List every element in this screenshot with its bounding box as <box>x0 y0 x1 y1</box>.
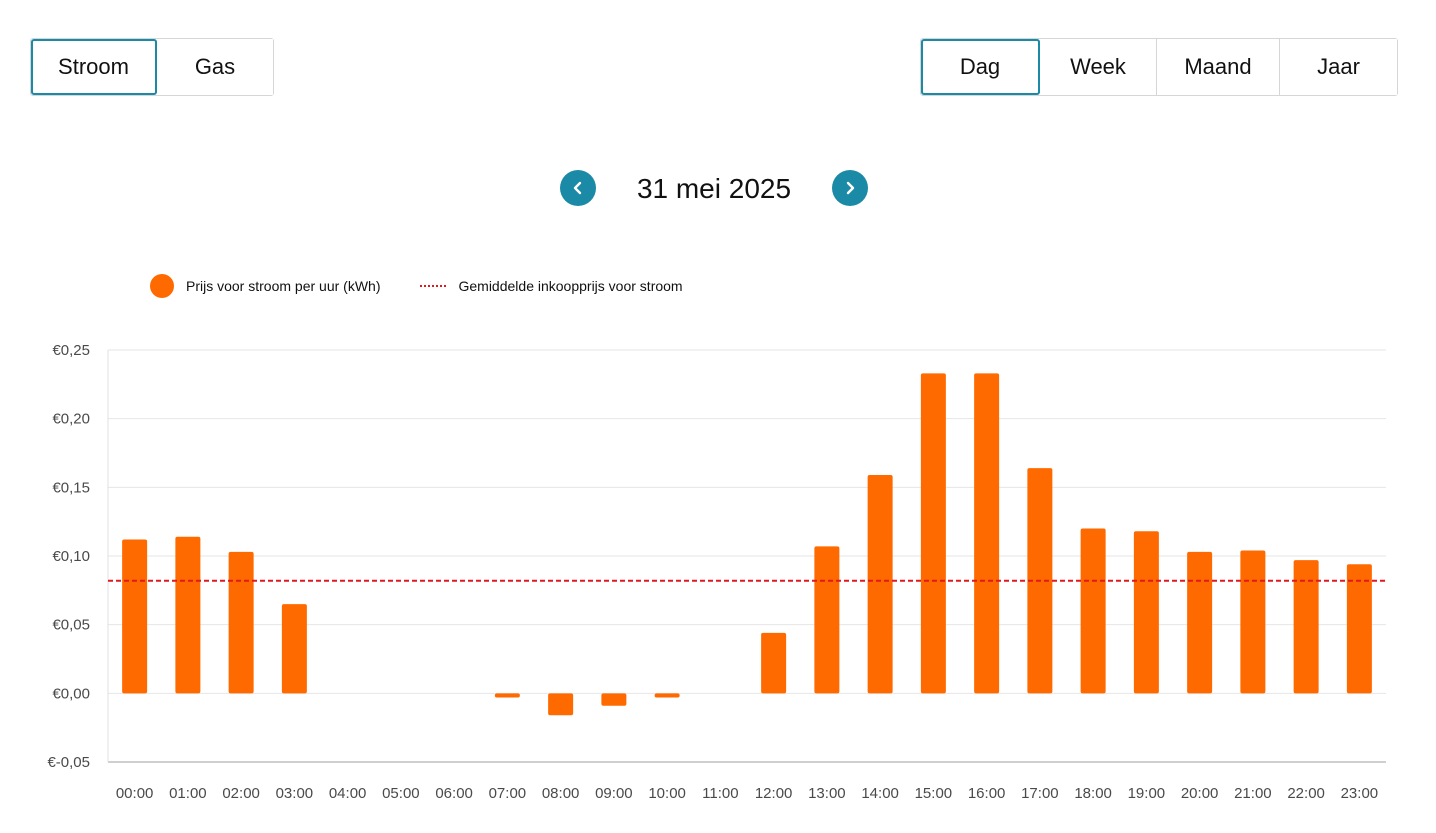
x-tick-label: 10:00 <box>648 785 686 802</box>
x-tick-label: 08:00 <box>542 785 580 802</box>
y-tick-label: €0,25 <box>52 342 90 359</box>
bar-01:00 <box>175 536 201 694</box>
bar-08:00 <box>548 693 574 716</box>
x-tick-label: 06:00 <box>435 785 473 802</box>
y-tick-label: €0,20 <box>52 411 90 428</box>
legend-average-label: Gemiddelde inkoopprijs voor stroom <box>458 278 683 294</box>
bar-15:00 <box>920 373 946 694</box>
bar-07:00 <box>494 693 520 698</box>
previous-day-button[interactable] <box>560 170 596 206</box>
x-tick-label: 04:00 <box>329 785 367 802</box>
price-chart: €0,25 €0,20 €0,15 €0,10 €0,05 €0,00 €-0,05 00:0… <box>47 342 1386 802</box>
tab-dag[interactable]: Dag <box>921 39 1040 95</box>
x-tick-label: 18:00 <box>1074 785 1112 802</box>
x-tick-label: 12:00 <box>755 785 793 802</box>
x-tick-label: 17:00 <box>1021 785 1059 802</box>
x-tick-label: 19:00 <box>1128 785 1166 802</box>
bar-14:00 <box>867 474 893 694</box>
y-tick-label: €-0,05 <box>47 754 90 771</box>
date-label: 31 mei 2025 <box>636 173 792 204</box>
y-tick-label: €0,10 <box>52 548 90 565</box>
bar-13:00 <box>814 546 840 694</box>
x-tick-label: 22:00 <box>1287 785 1325 802</box>
bar-02:00 <box>228 551 254 694</box>
tab-maand[interactable]: Maand <box>1157 39 1280 95</box>
legend-bar-swatch <box>150 274 174 298</box>
x-tick-label: 01:00 <box>169 785 207 802</box>
x-tick-label: 20:00 <box>1181 785 1219 802</box>
x-tick-label: 15:00 <box>915 785 953 802</box>
tab-jaar[interactable]: Jaar <box>1280 39 1397 95</box>
y-tick-label: €0,05 <box>52 617 90 634</box>
bar-20:00 <box>1187 551 1213 694</box>
bar-23:00 <box>1346 564 1372 694</box>
bar-09:00 <box>601 693 627 706</box>
bar-18:00 <box>1080 528 1106 694</box>
x-tick-label: 16:00 <box>968 785 1006 802</box>
period-toggle: Dag Week Maand Jaar <box>920 38 1398 96</box>
tab-gas[interactable]: Gas <box>157 39 273 95</box>
y-tick-label: €0,15 <box>52 479 90 496</box>
bar-19:00 <box>1133 531 1159 694</box>
bar-10:00 <box>654 693 680 698</box>
chevron-left-icon <box>573 181 582 195</box>
bar-12:00 <box>761 632 787 694</box>
bar-21:00 <box>1240 550 1266 694</box>
chevron-right-icon <box>846 181 855 195</box>
y-tick-label: €0,00 <box>52 685 90 702</box>
bar-03:00 <box>281 604 307 694</box>
legend-bar-label: Prijs voor stroom per uur (kWh) <box>186 278 381 294</box>
x-tick-label: 14:00 <box>861 785 899 802</box>
x-tick-label: 07:00 <box>489 785 527 802</box>
tab-week[interactable]: Week <box>1040 39 1157 95</box>
x-tick-label: 23:00 <box>1341 785 1379 802</box>
x-tick-label: 11:00 <box>702 785 738 802</box>
energy-type-toggle: Stroom Gas <box>30 38 274 96</box>
chart-legend: Prijs voor stroom per uur (kWh) Gemiddel… <box>150 274 683 298</box>
bar-22:00 <box>1293 560 1319 694</box>
legend-average-swatch <box>420 285 447 287</box>
x-tick-label: 05:00 <box>382 785 420 802</box>
next-day-button[interactable] <box>832 170 868 206</box>
x-tick-label: 21:00 <box>1234 785 1272 802</box>
x-tick-label: 02:00 <box>222 785 260 802</box>
x-tick-label: 09:00 <box>595 785 633 802</box>
tab-stroom[interactable]: Stroom <box>31 39 157 95</box>
bar-00:00 <box>122 539 148 694</box>
bar-16:00 <box>974 373 1000 694</box>
x-tick-label: 00:00 <box>116 785 154 802</box>
x-tick-label: 03:00 <box>276 785 314 802</box>
x-tick-label: 13:00 <box>808 785 846 802</box>
